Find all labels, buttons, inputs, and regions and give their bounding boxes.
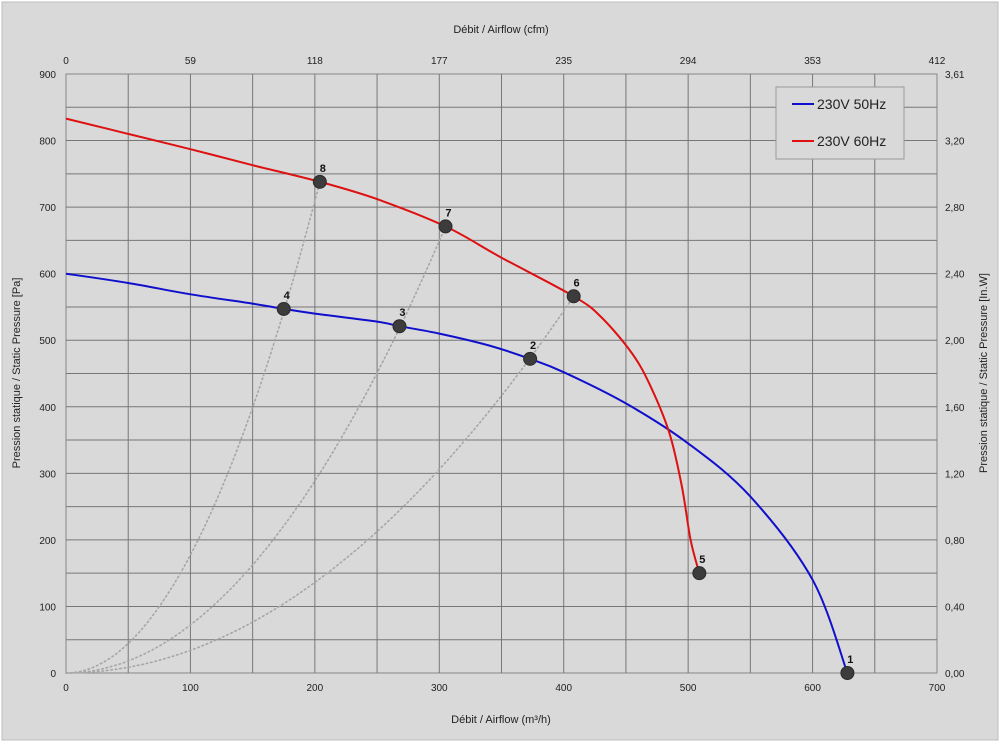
y-tick-label-left: 900 <box>39 70 56 81</box>
operating-points: 1 2 3 4 5 6 7 8 <box>276 163 855 680</box>
x-tick-label-bottom: 600 <box>804 683 821 694</box>
operating-point-label-2: 2 <box>530 340 536 352</box>
y-tick-label-left: 300 <box>39 469 56 480</box>
y-tick-label-left: 0 <box>50 669 56 680</box>
x-tick-label-top: 59 <box>185 56 197 67</box>
operating-point-8 <box>312 174 327 189</box>
operating-point-label-3: 3 <box>399 307 405 319</box>
x-tick-label-top: 0 <box>63 56 69 67</box>
y-tick-label-right: 0,40 <box>945 602 965 613</box>
x-tick-label-bottom: 200 <box>307 683 324 694</box>
y-tick-label-left: 400 <box>39 403 56 414</box>
y-tick-label-right: 1,60 <box>945 403 965 414</box>
x-tick-label-top: 412 <box>929 56 946 67</box>
y-tick-label-right: 2,40 <box>945 270 965 281</box>
y-tick-label-right: 2,00 <box>945 336 965 347</box>
y-tick-label-left: 100 <box>39 602 56 613</box>
operating-point-7 <box>438 219 453 234</box>
x-tick-label-bottom: 100 <box>182 683 199 694</box>
x-axis-label-top: Débit / Airflow (cfm) <box>453 24 548 36</box>
operating-point-2 <box>523 351 538 366</box>
legend-label-60hz: 230V 60Hz <box>817 133 886 149</box>
y-tick-label-left: 500 <box>39 336 56 347</box>
y-tick-label-right: 3,20 <box>945 137 965 148</box>
y-tick-label-right: 2,80 <box>945 203 965 214</box>
legend-label-50hz: 230V 50Hz <box>817 96 886 112</box>
operating-point-4 <box>276 301 291 316</box>
operating-point-label-8: 8 <box>320 163 326 175</box>
x-tick-label-bottom: 0 <box>63 683 69 694</box>
legend: 230V 50Hz 230V 60Hz <box>775 86 905 160</box>
operating-point-label-1: 1 <box>847 654 853 666</box>
x-tick-label-top: 353 <box>804 56 821 67</box>
x-tick-label-bottom: 400 <box>555 683 572 694</box>
legend-box <box>775 86 905 160</box>
y-tick-label-right: 0,00 <box>945 669 965 680</box>
series-lines <box>65 117 849 674</box>
operating-point-5 <box>692 566 707 581</box>
y-tick-label-left: 600 <box>39 270 56 281</box>
y-tick-label-right: 3,61 <box>945 70 965 81</box>
operating-point-label-4: 4 <box>284 290 291 302</box>
x-tick-label-top: 177 <box>431 56 448 67</box>
x-axis-label-bottom: Débit / Airflow (m³/h) <box>451 714 551 726</box>
series-line-60hz <box>65 117 701 574</box>
x-tick-label-bottom: 300 <box>431 683 448 694</box>
y-tick-label-left: 700 <box>39 203 56 214</box>
x-tick-label-top: 118 <box>307 56 323 67</box>
operating-point-3 <box>392 319 407 334</box>
operating-point-6 <box>566 289 581 304</box>
grid-lines <box>66 74 937 673</box>
x-tick-label-top: 235 <box>555 56 572 67</box>
y-axis-label-left: Pression statique / Static Pressure [Pa] <box>11 278 23 469</box>
y-axis-label-right: Pression statique / Static Pressure [In.… <box>978 273 990 473</box>
system-curve <box>65 181 321 674</box>
x-tick-label-bottom: 500 <box>680 683 697 694</box>
series-line-50hz <box>65 272 849 674</box>
system-curves <box>65 181 575 674</box>
operating-point-1 <box>840 666 855 680</box>
operating-point-label-7: 7 <box>445 207 451 219</box>
y-tick-label-right: 1,20 <box>945 469 965 480</box>
operating-point-label-6: 6 <box>574 277 580 289</box>
y-tick-label-right: 0,80 <box>945 536 965 547</box>
y-tick-label-left: 800 <box>39 137 56 148</box>
y-tick-label-left: 200 <box>39 536 56 547</box>
system-curve <box>65 225 447 674</box>
x-tick-label-bottom: 700 <box>929 683 946 694</box>
x-tick-label-top: 294 <box>680 56 697 67</box>
operating-point-label-5: 5 <box>699 554 705 566</box>
system-curve <box>65 295 575 674</box>
